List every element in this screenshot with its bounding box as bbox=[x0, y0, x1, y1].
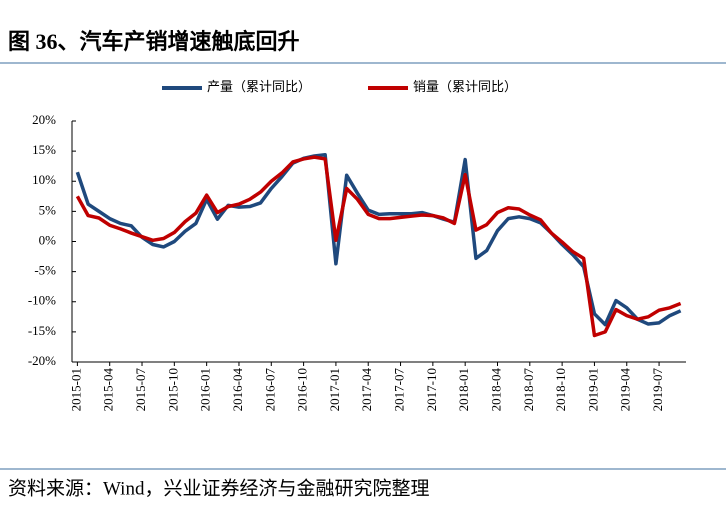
legend-label: 销量（累计同比） bbox=[413, 79, 517, 94]
x-tick-label: 2017-10 bbox=[424, 368, 439, 411]
x-tick-label: 2016-07 bbox=[262, 368, 277, 412]
series-line bbox=[75, 155, 682, 338]
x-tick-label: 2018-04 bbox=[488, 368, 503, 412]
source-note: 资料来源：Wind，兴业证券经济与金融研究院整理 bbox=[8, 477, 429, 499]
x-tick-label: 2017-01 bbox=[327, 368, 342, 411]
chart-title: 图 36、汽车产销增速触底回升 bbox=[8, 29, 300, 54]
x-tick-label: 2018-10 bbox=[553, 368, 568, 411]
x-tick-label: 2019-07 bbox=[650, 368, 665, 412]
x-tick-label: 2016-01 bbox=[198, 368, 213, 411]
y-tick-label: 10% bbox=[32, 172, 56, 187]
x-tick-label: 2015-07 bbox=[133, 368, 148, 412]
y-tick-label: 5% bbox=[39, 202, 57, 217]
x-tick-label: 2016-10 bbox=[295, 368, 310, 411]
x-tick-label: 2015-01 bbox=[68, 368, 83, 411]
y-tick-label: -20% bbox=[28, 353, 56, 368]
y-tick-label: -5% bbox=[34, 263, 56, 278]
y-tick-label: 20% bbox=[32, 112, 56, 127]
x-tick-label: 2019-01 bbox=[585, 368, 600, 411]
x-tick-label: 2017-04 bbox=[359, 368, 374, 412]
x-tick-label: 2017-07 bbox=[392, 368, 407, 412]
x-tick-label: 2015-10 bbox=[165, 368, 180, 411]
y-tick-label: -15% bbox=[28, 323, 56, 338]
x-tick-label: 2018-07 bbox=[521, 368, 536, 412]
x-tick-label: 2019-04 bbox=[618, 368, 633, 412]
x-tick-label: 2016-04 bbox=[230, 368, 245, 412]
x-tick-label: 2018-01 bbox=[456, 368, 471, 411]
y-tick-label: 0% bbox=[39, 232, 57, 247]
y-tick-label: -10% bbox=[28, 293, 56, 308]
y-tick-label: 15% bbox=[32, 142, 56, 157]
legend-label: 产量（累计同比） bbox=[207, 79, 311, 94]
series-line bbox=[75, 152, 682, 327]
x-tick-label: 2015-04 bbox=[101, 368, 116, 412]
